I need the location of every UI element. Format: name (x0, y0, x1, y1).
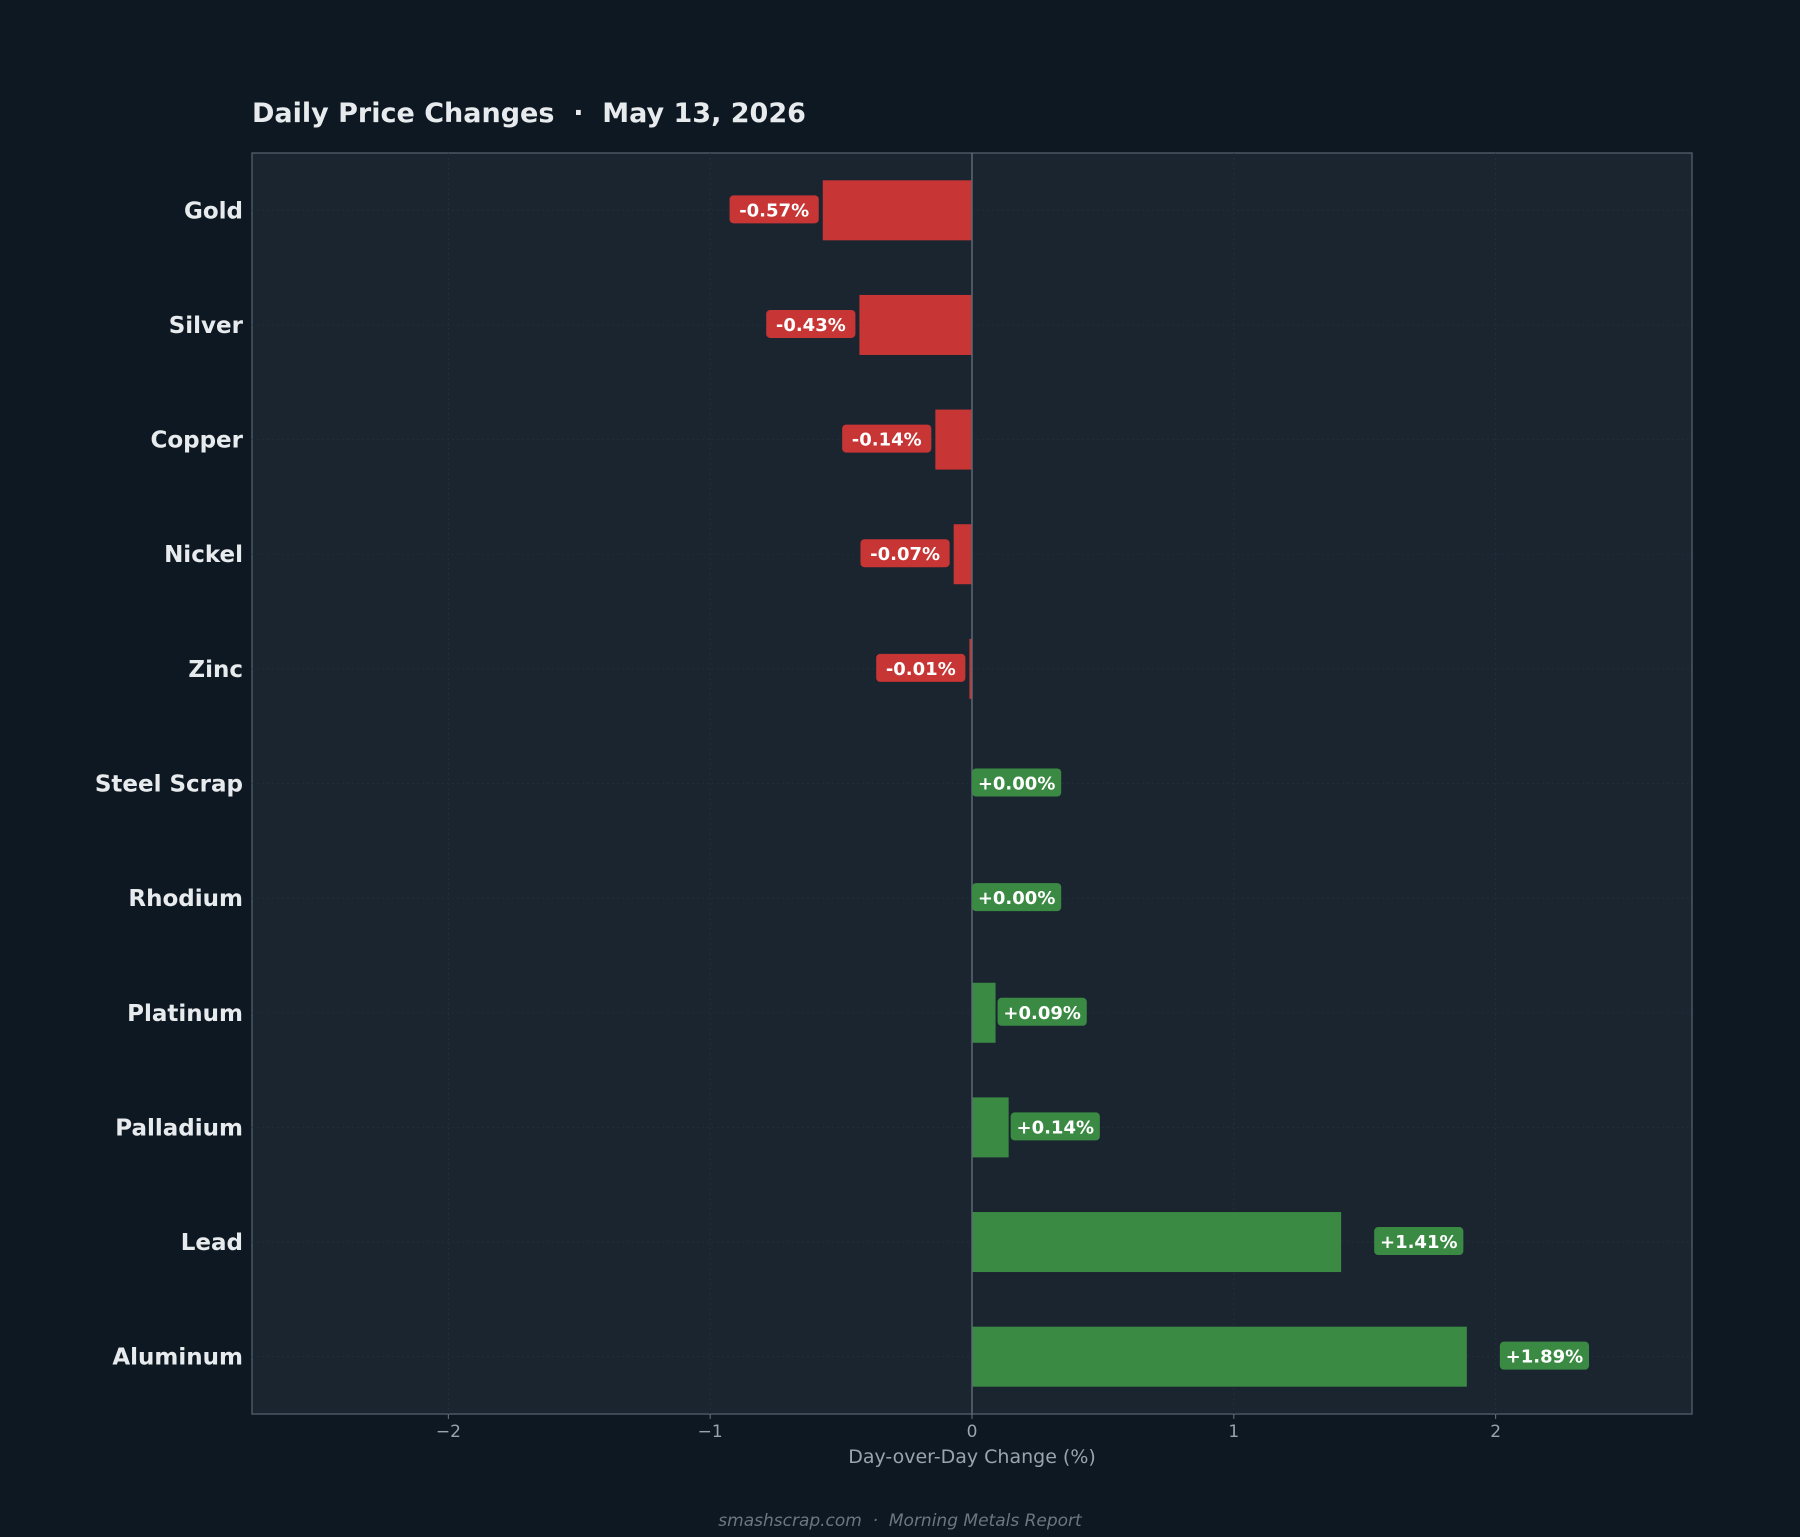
value-label-text: +0.00% (978, 888, 1056, 909)
value-label-lead: +1.41% (1374, 1227, 1464, 1256)
bar-aluminum (972, 1326, 1467, 1387)
value-label-text: -0.07% (870, 544, 940, 565)
value-label-steel-scrap: +0.00% (972, 768, 1062, 797)
value-label-bg (1374, 1227, 1464, 1256)
category-label: Palladium (115, 1115, 243, 1141)
value-label-bg (972, 883, 1062, 912)
chart-title: Daily Price Changes · May 13, 2026 (252, 98, 806, 129)
value-labels: -0.57% -0.43% -0.14% -0.07% -0.01% +0.00% +0.0… (729, 195, 1590, 1370)
category-labels: Gold Silver Copper Nickel Zinc Steel Scrap Rho… (95, 198, 244, 1370)
x-tick-label: 2 (1490, 1422, 1501, 1442)
category-label: Lead (181, 1230, 243, 1256)
x-axis-label: Day-over-Day Change (%) (848, 1446, 1096, 1468)
value-label-text: +0.09% (1003, 1003, 1081, 1024)
bar-nickel (953, 524, 972, 585)
value-label-platinum: +0.09% (997, 997, 1087, 1026)
value-label-bg (876, 653, 966, 682)
category-label: Rhodium (128, 886, 243, 912)
value-label-bg (729, 195, 819, 224)
value-label-bg (860, 539, 950, 568)
value-label-text: -0.43% (776, 315, 846, 336)
footer-credit: smashscrap.com · Morning Metals Report (718, 1511, 1083, 1531)
bar-copper (935, 409, 972, 470)
value-label-aluminum: +1.89% (1499, 1341, 1590, 1370)
category-label: Copper (150, 428, 243, 454)
x-tick-label: −1 (698, 1422, 723, 1442)
bar-silver (859, 294, 972, 355)
value-label-bg (766, 309, 856, 338)
x-tick-label: −2 (436, 1422, 461, 1442)
bar-lead (972, 1212, 1342, 1273)
category-label: Nickel (164, 542, 243, 568)
value-label-bg (1499, 1341, 1590, 1370)
bar-gold (822, 180, 972, 241)
bar-palladium (972, 1097, 1009, 1158)
category-label: Gold (184, 198, 243, 224)
category-label: Aluminum (112, 1345, 243, 1371)
bar-platinum (972, 982, 996, 1043)
value-label-text: +0.14% (1016, 1117, 1094, 1138)
value-label-rhodium: +0.00% (972, 883, 1062, 912)
value-label-text: +1.89% (1506, 1347, 1584, 1368)
value-label-text: -0.01% (886, 659, 956, 680)
category-label: Silver (169, 313, 244, 339)
value-label-bg (1010, 1112, 1100, 1141)
value-label-bg (997, 997, 1087, 1026)
bars (822, 180, 1467, 1387)
value-label-text: -0.57% (739, 200, 809, 221)
category-label: Zinc (188, 657, 243, 683)
x-tick-labels: −2 −1 0 1 2 (436, 1414, 1501, 1442)
value-label-text: -0.14% (852, 430, 922, 451)
value-label-zinc: -0.01% (876, 653, 966, 682)
category-label: Platinum (127, 1001, 243, 1027)
bar-zinc (969, 638, 972, 699)
value-label-copper: -0.14% (842, 424, 932, 453)
value-label-text: +1.41% (1380, 1232, 1458, 1253)
value-label-bg (842, 424, 932, 453)
value-label-palladium: +0.14% (1010, 1112, 1100, 1141)
value-label-nickel: -0.07% (860, 539, 950, 568)
x-tick-label: 0 (967, 1422, 978, 1442)
value-label-silver: -0.43% (766, 309, 856, 338)
value-label-bg (972, 768, 1062, 797)
category-label: Steel Scrap (95, 772, 243, 798)
value-label-gold: -0.57% (729, 195, 819, 224)
value-label-text: +0.00% (978, 774, 1056, 795)
x-tick-label: 1 (1228, 1422, 1239, 1442)
